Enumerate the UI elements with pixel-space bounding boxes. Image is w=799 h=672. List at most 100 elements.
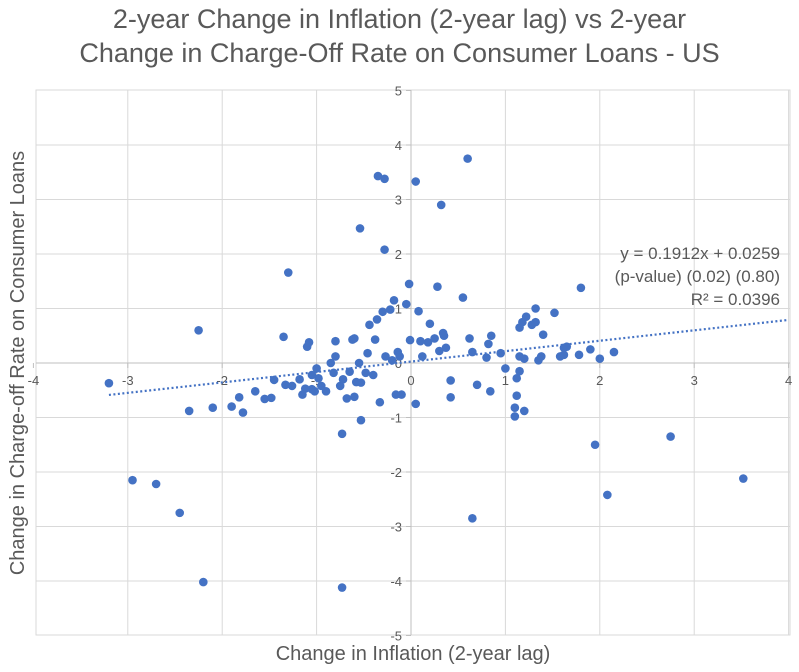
data-point — [411, 177, 421, 186]
data-point — [472, 380, 482, 390]
x-tick-label: 4 — [785, 373, 792, 388]
data-point — [395, 352, 404, 361]
data-point — [666, 432, 675, 441]
regression-annotation: y = 0.1912x + 0.0259 (p-value) (0.02) (0… — [560, 242, 780, 311]
data-point — [519, 354, 529, 363]
data-point — [314, 373, 323, 383]
data-point — [423, 337, 433, 347]
data-point — [227, 402, 236, 411]
y-tick-label: -3 — [390, 520, 402, 535]
data-point — [266, 393, 276, 403]
trendline — [108, 318, 789, 397]
data-point — [370, 335, 380, 344]
y-tick-label: -2 — [390, 465, 402, 480]
data-point — [562, 342, 572, 351]
data-point — [238, 408, 248, 417]
data-point — [435, 346, 444, 356]
data-point — [260, 394, 269, 404]
data-point — [458, 293, 468, 302]
x-tick-label: 3 — [691, 373, 698, 388]
data-point — [380, 174, 389, 184]
data-point — [485, 387, 495, 396]
data-point — [430, 334, 439, 343]
data-point — [307, 370, 317, 380]
data-point — [128, 475, 137, 485]
data-point — [337, 429, 347, 439]
data-point — [208, 403, 218, 412]
data-point — [269, 375, 279, 385]
data-point — [281, 380, 290, 390]
data-point — [609, 347, 619, 357]
data-point — [175, 508, 185, 518]
data-point — [356, 378, 366, 387]
data-point — [310, 387, 320, 396]
data-point — [295, 375, 304, 384]
data-point — [375, 397, 385, 407]
data-point — [363, 348, 372, 358]
data-point — [279, 332, 288, 342]
data-point — [304, 337, 314, 347]
data-point — [501, 364, 510, 373]
data-point — [468, 514, 477, 523]
data-point — [536, 352, 546, 361]
data-point — [368, 370, 378, 380]
data-point — [515, 366, 524, 376]
data-point — [574, 350, 584, 360]
regression-p-values: (p-value) (0.02) (0.80) — [614, 267, 780, 286]
data-point — [531, 304, 540, 313]
data-point — [283, 268, 293, 277]
data-point — [184, 406, 194, 416]
data-point — [590, 440, 600, 450]
y-axis-label-text: Change in Charge-off Rate on Consumer Lo… — [7, 150, 29, 576]
chart-title-line-2: Change in Charge-Off Rate on Consumer Lo… — [79, 38, 720, 68]
data-point — [151, 479, 161, 489]
data-point — [486, 331, 496, 341]
regression-equation: y = 0.1912x + 0.0259 — [620, 244, 780, 263]
data-point — [521, 312, 531, 321]
data-point — [312, 364, 321, 373]
y-tick-label: 5 — [395, 84, 402, 99]
data-point — [538, 330, 548, 339]
data-point — [234, 393, 244, 402]
data-point — [378, 307, 387, 317]
data-point — [345, 367, 354, 377]
data-point — [321, 387, 331, 396]
data-point — [439, 331, 449, 341]
data-point — [559, 350, 569, 360]
data-point — [465, 334, 474, 343]
data-point — [335, 381, 345, 391]
data-point — [372, 315, 382, 324]
y-tick-label: 0 — [395, 356, 402, 371]
data-point — [350, 334, 359, 343]
data-point — [350, 392, 359, 402]
x-tick-label: -2 — [216, 373, 228, 388]
data-point — [355, 224, 365, 233]
x-tick-label: -4 — [28, 373, 40, 388]
regression-r-squared: R² = 0.0396 — [690, 290, 780, 309]
data-point — [595, 354, 605, 363]
data-point — [354, 358, 364, 368]
data-point — [405, 335, 415, 345]
x-tick-label: 2 — [596, 373, 603, 388]
data-point — [603, 490, 612, 500]
data-point — [418, 352, 427, 361]
data-point — [414, 306, 423, 316]
y-tick-label: 4 — [395, 138, 402, 153]
data-point — [436, 200, 446, 210]
y-tick-label: 1 — [395, 302, 402, 317]
data-point — [331, 336, 340, 346]
data-point — [104, 378, 114, 388]
data-point — [411, 399, 421, 409]
data-point — [416, 336, 425, 346]
data-point — [380, 245, 389, 254]
data-point — [482, 353, 491, 362]
data-point — [441, 343, 451, 353]
x-tick-label: -3 — [122, 373, 134, 388]
data-point — [381, 352, 390, 361]
data-point — [531, 317, 540, 327]
data-point — [446, 376, 455, 385]
data-point — [425, 319, 435, 329]
data-point — [373, 171, 383, 181]
data-point — [510, 412, 520, 421]
